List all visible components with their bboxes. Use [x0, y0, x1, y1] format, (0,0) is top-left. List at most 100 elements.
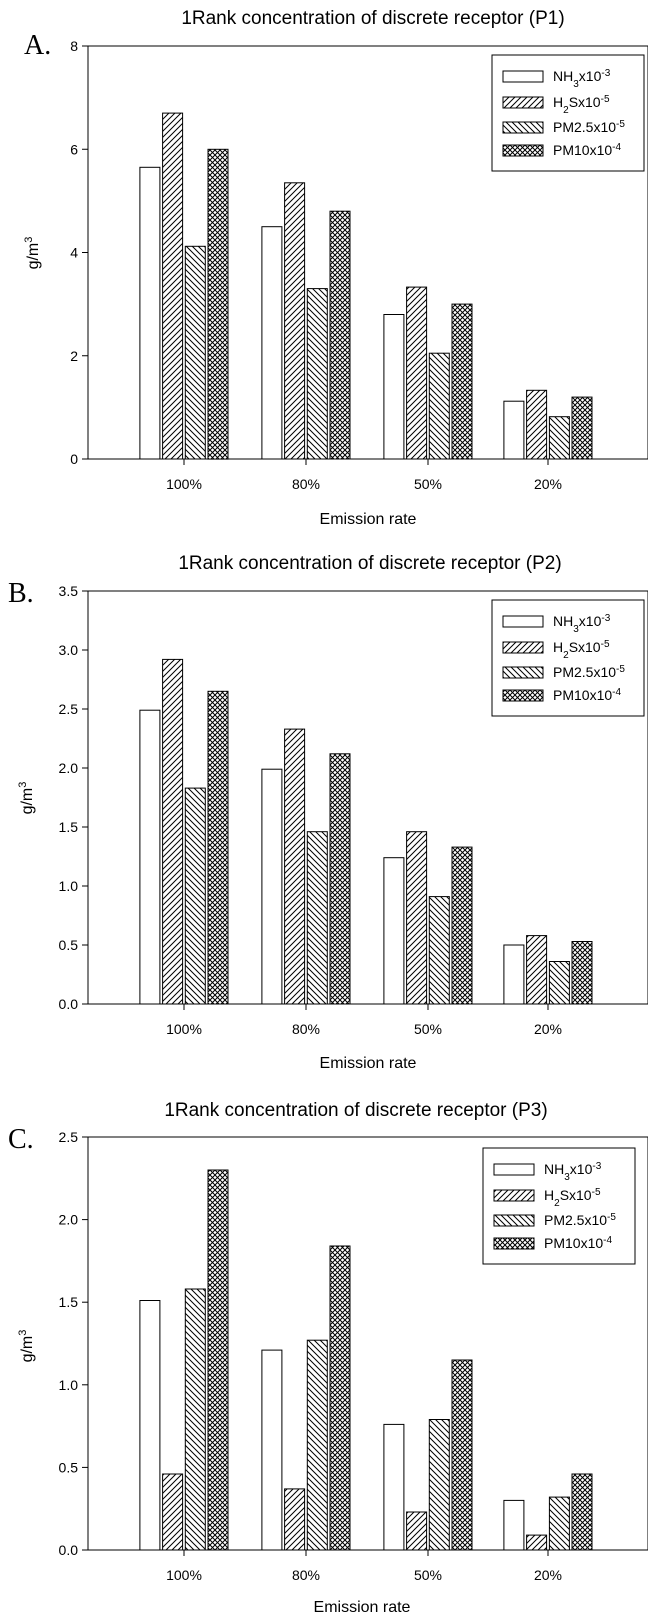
- bar-h2s-20pct: [526, 1534, 548, 1551]
- chart-panel-a: A. 1Rank concentration of discrete recep…: [23, 8, 648, 528]
- chart-title: 1Rank concentration of discrete receptor…: [181, 8, 564, 29]
- legend-entry-pm10: PM10x10-4: [553, 687, 621, 704]
- panel-label: C.: [8, 1124, 34, 1155]
- x-tick-label: 80%: [292, 1021, 320, 1037]
- bars: [139, 112, 593, 460]
- y-axis-label: g/m3: [17, 782, 36, 815]
- legend-entry-pm25: PM2.5x10-5: [553, 119, 625, 136]
- bar-pm10-80pct: [329, 753, 351, 1005]
- bar-pm25-80pct: [306, 288, 328, 460]
- y-tick-label: 2.5: [59, 701, 79, 717]
- legend: NH3x10-3 H2Sx10-5 PM2.5x10-5 PM10x10-4: [491, 54, 645, 172]
- x-axis-ticks: 100% 80% 50% 20%: [166, 459, 562, 492]
- bar-h2s-80pct: [284, 1488, 306, 1551]
- legend-swatch: [493, 1237, 535, 1250]
- legend-entry-pm10: PM10x10-4: [544, 1235, 612, 1252]
- chart-panel-b: B. 1Rank concentration of discrete recep…: [8, 553, 648, 1072]
- bar-pm10-20pct: [571, 941, 593, 1005]
- panel-label: A.: [24, 30, 51, 61]
- bar-pm25-80pct: [306, 831, 328, 1005]
- bar-pm10-80pct: [329, 1245, 351, 1551]
- x-tick-label: 100%: [166, 476, 202, 492]
- x-axis-label: Emission rate: [320, 511, 417, 528]
- bar-h2s-100pct: [162, 1473, 184, 1551]
- bar-nh3-20pct: [503, 1499, 525, 1551]
- bar-nh3-80pct: [261, 226, 283, 460]
- y-axis-label: g/m3: [17, 1330, 36, 1363]
- bar-nh3-80pct: [261, 768, 283, 1005]
- x-tick-label: 100%: [166, 1021, 202, 1037]
- plot-frame: [87, 590, 648, 1005]
- bar-nh3-20pct: [503, 400, 525, 460]
- y-tick-label: 1.5: [59, 1294, 79, 1310]
- chart-panel-c: C. 1Rank concentration of discrete recep…: [8, 1100, 648, 1615]
- y-tick-label: 3.0: [59, 642, 79, 658]
- bar-pm10-100pct: [207, 690, 229, 1005]
- y-tick-label: 0.5: [59, 1459, 79, 1475]
- x-tick-label: 50%: [414, 1567, 442, 1583]
- bar-pm25-20pct: [548, 416, 570, 460]
- x-tick-label: 20%: [534, 1021, 562, 1037]
- bar-pm10-50pct: [451, 303, 473, 460]
- legend-swatch: [502, 689, 544, 702]
- legend-entry-pm25: PM2.5x10-5: [544, 1212, 616, 1229]
- bar-pm25-80pct: [306, 1339, 328, 1551]
- plot-frame: [87, 1136, 648, 1551]
- bar-h2s-100pct: [162, 658, 184, 1005]
- x-tick-label: 50%: [414, 476, 442, 492]
- x-axis-ticks: 100% 80% 50% 20%: [166, 1004, 562, 1037]
- legend: NH3x10-3 H2Sx10-5 PM2.5x10-5 PM10x10-4: [482, 1147, 636, 1265]
- legend-swatch: [502, 96, 544, 109]
- bar-pm25-20pct: [548, 961, 570, 1005]
- x-tick-label: 80%: [292, 476, 320, 492]
- bar-pm10-20pct: [571, 1473, 593, 1551]
- bar-h2s-80pct: [284, 728, 306, 1005]
- bar-pm25-50pct: [428, 352, 450, 460]
- x-axis-label: Emission rate: [314, 1599, 411, 1615]
- y-tick-label: 2.5: [59, 1129, 79, 1145]
- bar-h2s-20pct: [526, 935, 548, 1005]
- legend-swatch: [493, 1189, 535, 1202]
- bar-nh3-100pct: [139, 166, 161, 460]
- x-tick-label: 20%: [534, 1567, 562, 1583]
- legend-swatch: [502, 121, 544, 134]
- bar-pm25-50pct: [428, 896, 450, 1005]
- bar-pm10-100pct: [207, 1169, 229, 1551]
- y-tick-label: 0: [70, 451, 78, 467]
- y-axis-ticks: 0 2 4 6 8: [70, 38, 88, 467]
- legend-swatch: [502, 666, 544, 679]
- y-axis-ticks: 0.0 0.5 1.0 1.5 2.0 2.5 3.0 3.5: [59, 583, 88, 1012]
- bar-pm10-20pct: [571, 396, 593, 460]
- bar-nh3-100pct: [139, 1300, 161, 1551]
- y-tick-label: 2: [70, 348, 78, 364]
- legend-swatch: [502, 615, 544, 628]
- chart-title: 1Rank concentration of discrete receptor…: [178, 553, 561, 574]
- y-tick-label: 2.0: [59, 760, 79, 776]
- legend-swatch: [493, 1163, 535, 1176]
- bars: [139, 1169, 593, 1551]
- legend-swatch: [493, 1214, 535, 1227]
- bar-h2s-20pct: [526, 389, 548, 460]
- bar-pm10-100pct: [207, 148, 229, 460]
- bar-nh3-80pct: [261, 1349, 283, 1551]
- bar-pm10-50pct: [451, 1359, 473, 1551]
- bar-pm25-100pct: [184, 245, 206, 460]
- y-tick-label: 1.0: [59, 878, 79, 894]
- y-tick-label: 4: [70, 245, 78, 261]
- y-tick-label: 1.5: [59, 819, 79, 835]
- y-tick-label: 8: [70, 38, 78, 54]
- bar-nh3-50pct: [383, 1423, 405, 1551]
- bars: [139, 658, 593, 1005]
- y-tick-label: 0.0: [59, 996, 79, 1012]
- bar-h2s-50pct: [406, 286, 428, 460]
- bar-pm25-50pct: [428, 1419, 450, 1551]
- x-tick-label: 80%: [292, 1567, 320, 1583]
- legend-entry-pm25: PM2.5x10-5: [553, 664, 625, 681]
- legend: NH3x10-3 H2Sx10-5 PM2.5x10-5 PM10x10-4: [491, 599, 645, 717]
- legend-swatch: [502, 641, 544, 654]
- bar-nh3-50pct: [383, 314, 405, 460]
- panel-label: B.: [8, 578, 34, 609]
- bar-nh3-20pct: [503, 944, 525, 1005]
- x-tick-label: 50%: [414, 1021, 442, 1037]
- bar-pm25-100pct: [184, 1288, 206, 1551]
